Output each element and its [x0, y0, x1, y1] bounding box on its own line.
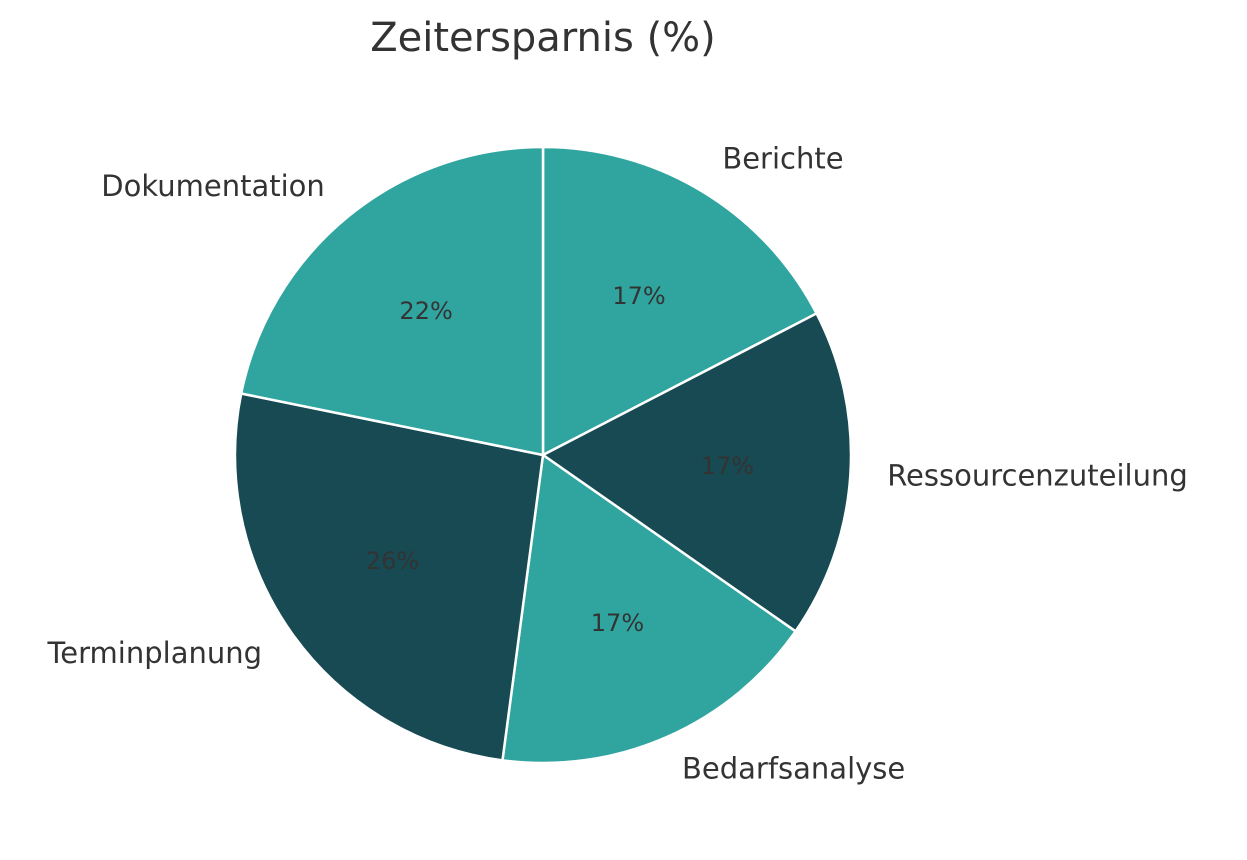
- slice-label: Dokumentation: [101, 169, 325, 203]
- slice-label: Ressourcenzuteilung: [887, 459, 1188, 493]
- chart-title: Zeitersparnis (%): [370, 15, 716, 61]
- pie-slice: [233, 392, 545, 762]
- value-label: 17%: [591, 609, 644, 637]
- value-label: 22%: [399, 297, 452, 325]
- value-label: 17%: [701, 452, 754, 480]
- slice-label: Bedarfsanalyse: [682, 752, 905, 786]
- slice-label: Terminplanung: [47, 636, 263, 670]
- pie-slice: [540, 311, 853, 634]
- pie-slice: [239, 145, 545, 457]
- value-label: 17%: [612, 282, 665, 310]
- pie-slice: [541, 145, 819, 458]
- value-label: 26%: [366, 547, 419, 575]
- slice-label: Berichte: [722, 141, 843, 175]
- pie-slice: [501, 452, 798, 765]
